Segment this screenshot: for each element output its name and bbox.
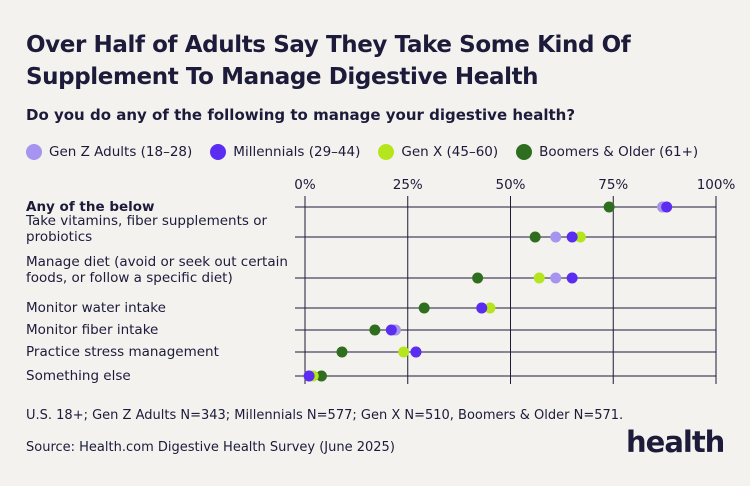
legend-label: Boomers & Older (61+) bbox=[539, 144, 699, 160]
category-label: Practice stress management bbox=[26, 344, 219, 360]
category-label: Monitor fiber intake bbox=[26, 322, 158, 338]
data-point bbox=[566, 231, 578, 243]
data-point bbox=[603, 201, 615, 213]
chart-subtitle: Do you do any of the following to manage… bbox=[26, 106, 576, 124]
legend-label: Millennials (29–44) bbox=[233, 144, 361, 160]
category-label-line: Monitor water intake bbox=[26, 300, 166, 316]
chart-legend: Gen Z Adults (18–28) Millennials (29–44) G… bbox=[26, 142, 698, 162]
x-tick-label: 25% bbox=[393, 177, 423, 193]
category-label: Take vitamins, fiber supplements or probi… bbox=[25, 213, 267, 245]
source-note: Source: Health.com Digestive Health Surv… bbox=[26, 440, 395, 455]
data-point bbox=[533, 272, 545, 284]
legend-swatch bbox=[210, 144, 227, 160]
legend-label: Gen X (45–60) bbox=[401, 144, 499, 160]
category-label-line: Practice stress management bbox=[26, 344, 219, 360]
category-label-line: Manage diet (avoid or seek out certain bbox=[26, 254, 288, 270]
data-point bbox=[369, 324, 381, 336]
category-label-line: Something else bbox=[26, 368, 131, 384]
legend-item: Boomers & Older (61+) bbox=[516, 144, 698, 160]
data-point bbox=[550, 231, 562, 243]
data-point bbox=[472, 272, 484, 284]
data-point bbox=[574, 231, 586, 243]
legend-swatch bbox=[516, 144, 533, 160]
data-point bbox=[550, 272, 562, 284]
category-label-line: foods, or follow a specific diet) bbox=[26, 270, 233, 286]
data-point bbox=[418, 302, 430, 314]
health-logo: health bbox=[626, 425, 725, 459]
x-tick-label: 100% bbox=[697, 177, 736, 193]
category-label-line: probiotics bbox=[26, 229, 92, 245]
data-point bbox=[315, 370, 327, 382]
data-point bbox=[484, 302, 496, 314]
data-point bbox=[661, 201, 673, 213]
legend-item: Millennials (29–44) bbox=[210, 144, 360, 160]
x-tick-label: 75% bbox=[598, 177, 628, 193]
data-point bbox=[303, 370, 315, 382]
data-point bbox=[566, 272, 578, 284]
category-label-line: Monitor fiber intake bbox=[26, 322, 158, 338]
data-point bbox=[410, 346, 422, 358]
footnote: U.S. 18+; Gen Z Adults N=343; Millennial… bbox=[26, 408, 624, 423]
category-label: Monitor water intake bbox=[26, 300, 166, 316]
data-point bbox=[398, 346, 410, 358]
category-label-line: Any of the below bbox=[26, 199, 155, 215]
data-point bbox=[476, 302, 488, 314]
legend-swatch bbox=[26, 144, 42, 160]
category-label: Manage diet (avoid or seek out certain fo… bbox=[26, 254, 288, 286]
category-label: Something else bbox=[26, 368, 131, 384]
category-label-line: Take vitamins, fiber supplements or bbox=[25, 213, 267, 229]
data-point bbox=[385, 324, 397, 336]
x-tick-label: 50% bbox=[495, 177, 525, 193]
data-point bbox=[529, 231, 541, 243]
category-label: Any of the below bbox=[26, 199, 155, 215]
x-tick-label: 0% bbox=[294, 177, 316, 193]
legend-item: Gen Z Adults (18–28) bbox=[26, 144, 192, 160]
legend-swatch bbox=[378, 144, 395, 160]
legend-label: Gen Z Adults (18–28) bbox=[49, 144, 193, 160]
legend-item: Gen X (45–60) bbox=[378, 144, 498, 160]
data-point bbox=[336, 346, 348, 358]
chart-title: Over Half of Adults Say They Take Some K… bbox=[26, 32, 631, 90]
